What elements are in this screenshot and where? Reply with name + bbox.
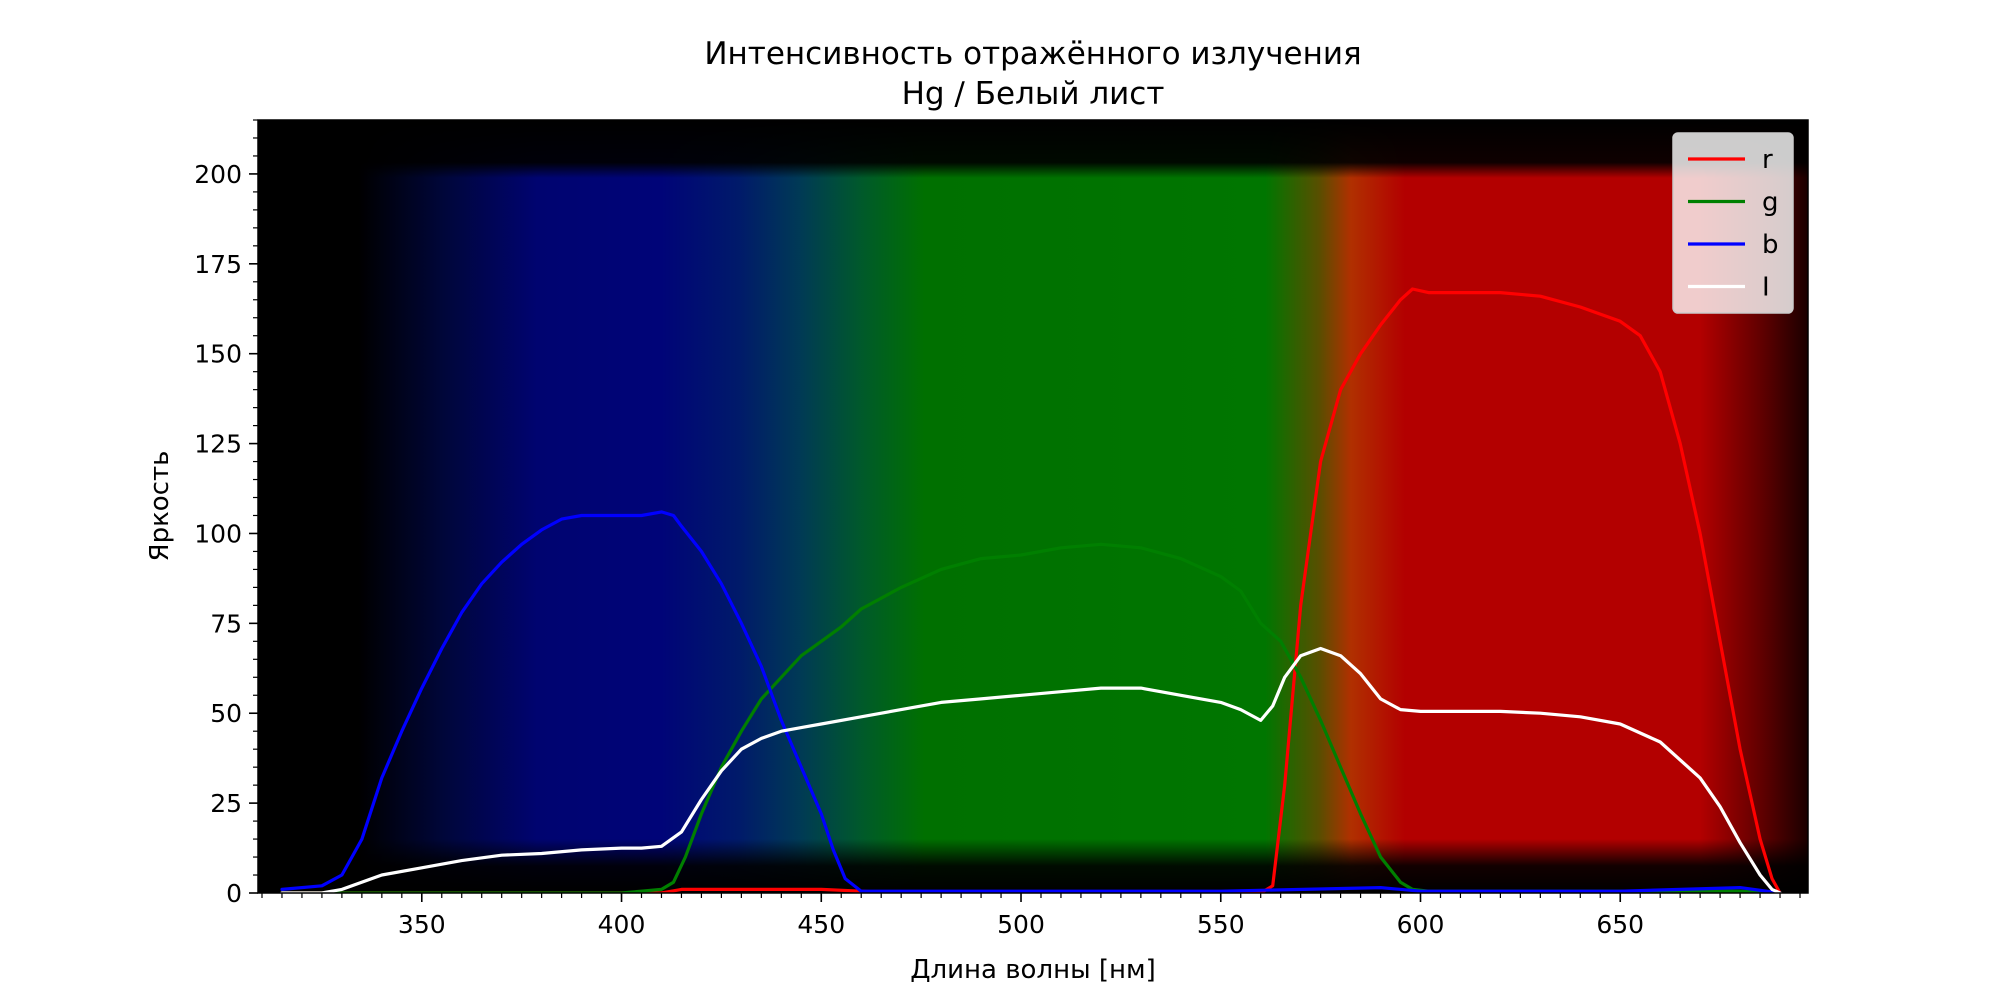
- y-tick-label: 75: [210, 609, 242, 638]
- y-axis: 0 25 50 75 100 125 150 175 200: [194, 119, 258, 908]
- y-tick-label: 175: [194, 250, 242, 279]
- x-tick-label: 600: [1397, 910, 1445, 939]
- legend-item-g: g: [1688, 188, 1779, 218]
- x-tick-label: 500: [997, 910, 1045, 939]
- plot-area: [257, 119, 1809, 894]
- series-layer: [280, 287, 1782, 893]
- y-axis-label: Яркость: [145, 451, 175, 562]
- plot-frame: [257, 119, 1809, 894]
- y-tick-label: 125: [194, 430, 242, 459]
- chart-subtitle: Hg / Белый лист: [902, 76, 1165, 112]
- y-tick-label: 50: [210, 699, 242, 728]
- spectrum-edge-fade: [258, 120, 1808, 893]
- x-tick-label: 400: [598, 910, 646, 939]
- series-line-r: [280, 287, 1782, 893]
- chart-title: Интенсивность отражённого излучения: [704, 36, 1361, 72]
- x-axis: 350 400 450 500 550 600 650: [261, 893, 1801, 939]
- legend-label: I: [1762, 273, 1770, 303]
- legend-item-I: I: [1688, 273, 1770, 303]
- title-block: Интенсивность отражённого излучения Hg /…: [704, 36, 1361, 112]
- legend-label: g: [1762, 188, 1779, 218]
- y-tick-label: 25: [210, 789, 242, 818]
- y-tick-label: 200: [194, 160, 242, 189]
- legend-item-r: r: [1688, 145, 1773, 175]
- series-line-g: [280, 542, 1782, 893]
- legend-item-b: b: [1688, 230, 1779, 260]
- y-tick-label: 0: [226, 879, 242, 908]
- y-tick-label: 100: [194, 519, 242, 548]
- x-tick-label: 550: [1197, 910, 1245, 939]
- x-tick-label: 450: [797, 910, 845, 939]
- legend-box: [1672, 132, 1794, 314]
- x-tick-label: 350: [398, 910, 446, 939]
- series-line-b: [280, 510, 1782, 893]
- legend-label: r: [1762, 145, 1773, 175]
- x-axis-label: Длина волны [нм]: [910, 955, 1156, 985]
- x-tick-label: 650: [1596, 910, 1644, 939]
- series-line-I: [280, 646, 1782, 893]
- y-tick-label: 150: [194, 340, 242, 369]
- legend-label: b: [1762, 230, 1779, 260]
